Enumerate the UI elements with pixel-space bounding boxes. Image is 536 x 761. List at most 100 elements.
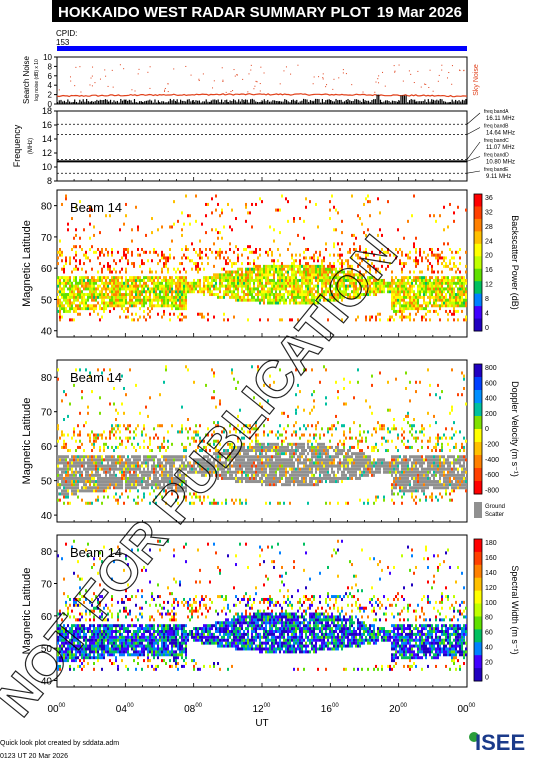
data-cell xyxy=(447,312,449,316)
data-cell xyxy=(283,293,285,297)
data-cell xyxy=(271,470,273,474)
data-cell xyxy=(279,424,281,428)
data-cell xyxy=(91,476,93,480)
data-cell xyxy=(321,259,323,263)
data-cell xyxy=(459,293,461,297)
data-cell xyxy=(119,295,121,299)
data-cell xyxy=(393,278,395,282)
data-cell xyxy=(175,489,177,493)
data-cell xyxy=(279,476,281,480)
data-cell xyxy=(89,278,91,282)
data-cell xyxy=(227,273,229,277)
data-cell xyxy=(261,470,263,474)
sky-noise-dot xyxy=(107,85,109,87)
data-cell xyxy=(197,253,199,257)
data-cell xyxy=(433,298,435,302)
data-cell xyxy=(81,473,83,477)
data-cell xyxy=(153,298,155,302)
sky-noise-dot xyxy=(283,70,285,72)
data-cell xyxy=(167,293,169,297)
data-cell xyxy=(277,480,279,484)
search-noise-bar xyxy=(410,99,412,104)
data-cell xyxy=(419,276,421,280)
data-cell xyxy=(97,276,99,280)
data-cell xyxy=(129,464,131,468)
data-cell xyxy=(121,374,123,378)
data-cell xyxy=(311,393,313,397)
data-cell xyxy=(285,470,287,474)
data-cell xyxy=(419,295,421,299)
data-cell xyxy=(79,276,81,280)
data-cell xyxy=(377,267,379,271)
data-cell xyxy=(375,278,377,282)
data-cell xyxy=(205,284,207,288)
data-cell xyxy=(167,455,169,459)
data-cell xyxy=(283,452,285,456)
data-cell xyxy=(201,256,203,260)
data-cell xyxy=(67,483,69,487)
data-cell xyxy=(65,276,67,280)
data-cell xyxy=(123,301,125,305)
data-cell xyxy=(355,281,357,285)
data-cell xyxy=(65,256,67,260)
data-cell xyxy=(73,473,75,477)
data-cell xyxy=(437,295,439,299)
data-cell xyxy=(233,276,235,280)
data-cell xyxy=(249,424,251,428)
data-cell xyxy=(197,281,199,285)
data-cell xyxy=(311,408,313,412)
colorbar-segment xyxy=(474,293,482,307)
data-cell xyxy=(185,486,187,490)
data-cell xyxy=(223,473,225,477)
data-cell xyxy=(171,470,173,474)
freq-band-value: 9.11 MHz xyxy=(486,174,511,180)
data-cell xyxy=(131,312,133,316)
data-cell xyxy=(359,284,361,288)
search-noise-bar xyxy=(147,100,149,104)
data-cell xyxy=(373,284,375,288)
data-cell xyxy=(255,250,257,254)
data-cell xyxy=(149,287,151,291)
data-cell xyxy=(433,270,435,274)
data-cell xyxy=(341,284,343,288)
sky-noise-dot xyxy=(91,75,93,77)
data-cell xyxy=(297,287,299,291)
data-cell xyxy=(63,467,65,471)
data-cell xyxy=(359,273,361,277)
data-cell xyxy=(393,298,395,302)
data-cell xyxy=(263,455,265,459)
data-cell xyxy=(229,464,231,468)
data-cell xyxy=(411,304,413,308)
data-cell xyxy=(263,430,265,434)
data-cell xyxy=(423,315,425,319)
data-cell xyxy=(411,278,413,282)
data-cell xyxy=(117,483,119,487)
data-cell xyxy=(347,262,349,266)
data-cell xyxy=(291,284,293,288)
data-cell xyxy=(377,312,379,316)
data-cell xyxy=(321,270,323,274)
data-cell xyxy=(61,399,63,403)
data-cell xyxy=(125,458,127,462)
data-cell xyxy=(259,273,261,277)
data-cell xyxy=(173,464,175,468)
data-cell xyxy=(285,290,287,294)
data-cell xyxy=(201,290,203,294)
data-cell xyxy=(203,278,205,282)
data-cell xyxy=(305,270,307,274)
data-cell xyxy=(195,467,197,471)
data-cell xyxy=(245,298,247,302)
data-cell xyxy=(215,464,217,468)
data-cell xyxy=(153,247,155,251)
data-cell xyxy=(157,304,159,308)
data-cell xyxy=(89,371,91,375)
data-cell xyxy=(247,452,249,456)
data-cell xyxy=(317,293,319,297)
data-cell xyxy=(131,301,133,305)
data-cell xyxy=(137,483,139,487)
data-cell xyxy=(179,301,181,305)
data-cell xyxy=(113,307,115,311)
data-cell xyxy=(77,483,79,487)
data-cell xyxy=(219,458,221,462)
data-cell xyxy=(129,473,131,477)
